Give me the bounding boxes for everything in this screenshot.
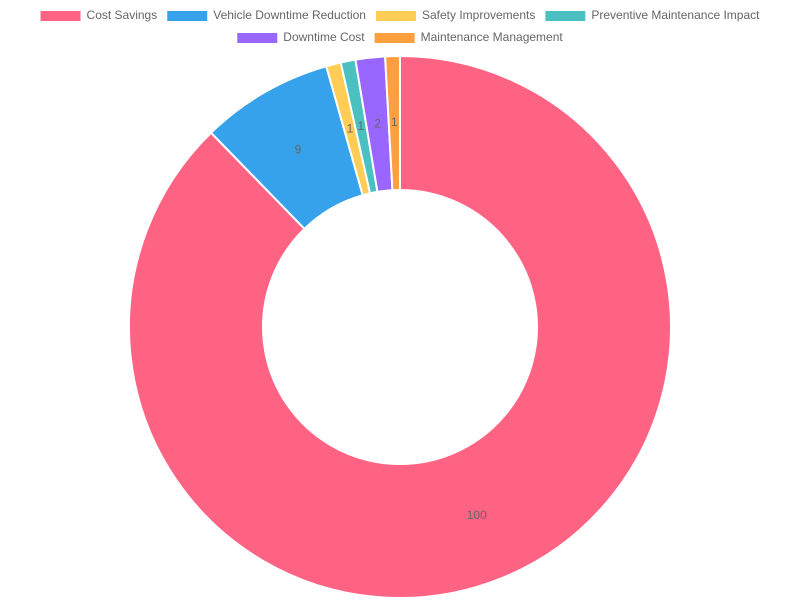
legend-label: Preventive Maintenance Impact — [591, 8, 760, 22]
legend-swatch — [237, 33, 278, 43]
legend-swatch — [374, 33, 415, 43]
data-label: 1 — [391, 115, 398, 129]
legend-item: Safety Improvements — [375, 8, 535, 22]
legend-swatch — [40, 11, 81, 21]
data-label: 2 — [374, 116, 381, 130]
legend-label: Cost Savings — [87, 8, 158, 22]
slice — [384, 54, 401, 192]
legend-swatch — [375, 11, 416, 21]
legend-swatch — [545, 11, 586, 21]
slice — [128, 54, 672, 599]
legend-item: Preventive Maintenance Impact — [545, 8, 760, 22]
data-label: 9 — [295, 143, 302, 157]
legend-label: Downtime Cost — [283, 30, 365, 44]
data-label: 1 — [358, 119, 365, 133]
legend-item: Vehicle Downtime Reduction — [167, 8, 366, 22]
legend-label: Safety Improvements — [422, 8, 535, 22]
legend-item: Maintenance Management — [374, 30, 564, 44]
legend-swatch — [167, 11, 208, 21]
data-label: 100 — [467, 508, 487, 522]
data-label: 1 — [347, 121, 354, 135]
legend-item: Cost Savings — [40, 8, 158, 22]
legend-item: Downtime Cost — [237, 30, 365, 44]
legend-label: Maintenance Management — [421, 30, 564, 44]
legend-label: Vehicle Downtime Reduction — [213, 8, 366, 22]
